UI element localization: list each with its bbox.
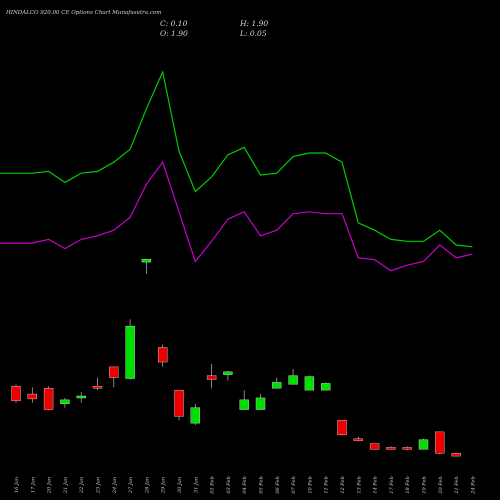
candle-body xyxy=(157,347,168,363)
candle-13-feb xyxy=(353,436,363,442)
candle-19-feb xyxy=(418,438,429,450)
candle-11-feb xyxy=(321,382,331,391)
candle-body xyxy=(337,420,347,435)
open-label: O: 1.90 xyxy=(160,29,188,38)
close-label: C: 0.10 xyxy=(160,19,188,28)
candle-07-feb xyxy=(288,368,298,385)
candle-body xyxy=(125,325,135,379)
candle-05-feb xyxy=(255,394,266,410)
indicator-line-2 xyxy=(0,160,473,272)
x-tick-label: 27 Jan xyxy=(128,477,134,494)
candle-22-jan xyxy=(76,392,86,403)
x-tick-label: 29 Jan xyxy=(161,477,167,494)
candle-20-jan xyxy=(43,386,54,411)
candle-body xyxy=(304,376,315,391)
candle-body xyxy=(451,453,461,457)
candle-body xyxy=(174,389,184,417)
candle-body xyxy=(435,431,445,454)
candle-body xyxy=(402,447,412,450)
candle-10-feb xyxy=(304,375,315,391)
x-tick-label: 30 Jan xyxy=(177,477,183,493)
candle-17-jan xyxy=(27,387,37,403)
x-tick-label: 28 Jan xyxy=(144,477,150,494)
candle-body xyxy=(353,438,363,441)
candle-21-feb xyxy=(451,453,461,457)
candle-28-jan xyxy=(141,259,152,274)
x-tick-label: 01 Feb xyxy=(210,476,216,493)
candle-body xyxy=(255,397,266,410)
x-tick-label: 20 Feb xyxy=(438,476,444,494)
candle-body xyxy=(60,399,70,404)
x-tick-label: 11 Feb xyxy=(324,476,330,493)
x-tick-label: 10 Feb xyxy=(307,476,313,493)
candle-18-feb xyxy=(402,446,412,451)
candle-body xyxy=(223,371,233,375)
candle-body xyxy=(92,386,103,389)
candle-body xyxy=(369,443,380,450)
candle-body xyxy=(418,439,429,450)
candle-21-jan xyxy=(60,397,70,408)
candle-30-jan xyxy=(174,389,184,421)
low-label: L: 0.05 xyxy=(240,29,267,38)
x-tick-label: 22 Jan xyxy=(79,477,85,494)
x-tick-label: 03 Feb xyxy=(226,476,232,493)
candle-body xyxy=(11,386,21,402)
x-tick-label: 13 Feb xyxy=(356,476,362,493)
candle-03-feb xyxy=(223,370,233,381)
x-tick-label: 06 Feb xyxy=(275,476,281,493)
candle-01-feb xyxy=(206,363,217,389)
candle-12-feb xyxy=(337,420,347,436)
x-tick-label: 24 Jan xyxy=(112,477,118,494)
candle-body xyxy=(141,259,152,263)
candle-17-feb xyxy=(386,446,396,450)
x-tick-label: 21 Jan xyxy=(63,477,69,494)
indicator-line-1 xyxy=(0,70,473,248)
x-tick-label: 20 Jan xyxy=(47,477,53,494)
candle-23-jan xyxy=(92,377,103,391)
x-tick-label: 18 Feb xyxy=(405,476,411,493)
x-tick-label: 07 Feb xyxy=(291,476,297,493)
candle-body xyxy=(27,393,37,400)
x-tick-label: 14 Feb xyxy=(373,476,379,493)
candle-20-feb xyxy=(435,431,445,455)
candle-body xyxy=(239,399,249,410)
high-label: H: 1.90 xyxy=(240,19,269,28)
x-tick-label: 31 Jan xyxy=(193,477,199,493)
x-tick-label: 19 Feb xyxy=(422,476,428,493)
candle-body xyxy=(190,407,201,424)
candle-29-jan xyxy=(157,344,168,367)
x-tick-label: 21 Feb xyxy=(454,476,460,494)
candle-body xyxy=(386,447,396,450)
candle-24-jan xyxy=(109,366,119,388)
x-tick-label: 12 Feb xyxy=(340,476,346,493)
candle-14-feb xyxy=(369,443,380,450)
candle-body xyxy=(76,395,86,399)
x-tick-label: 05 Feb xyxy=(259,476,265,493)
candle-body xyxy=(43,388,54,410)
x-tick-label: 16 Jan xyxy=(14,477,20,493)
chart-title: HINDALCO 920.00 CE Options Chart Munafas… xyxy=(6,10,162,16)
candle-body xyxy=(109,366,119,378)
x-tick-label: 23 Jan xyxy=(96,477,102,494)
candle-04-feb xyxy=(239,390,249,410)
candle-31-jan xyxy=(190,403,201,426)
candle-body xyxy=(272,382,282,389)
x-tick-label: 17 Jan xyxy=(30,477,36,493)
x-tick-label: 24 Feb xyxy=(470,476,476,494)
candle-body xyxy=(206,375,217,380)
x-tick-label: 17 Feb xyxy=(389,476,395,493)
x-tick-label: 04 Feb xyxy=(242,476,248,493)
candle-body xyxy=(321,383,331,391)
candle-27-jan xyxy=(125,319,135,380)
candle-body xyxy=(288,375,298,385)
candle-16-jan xyxy=(11,384,21,403)
candle-06-feb xyxy=(272,377,282,389)
